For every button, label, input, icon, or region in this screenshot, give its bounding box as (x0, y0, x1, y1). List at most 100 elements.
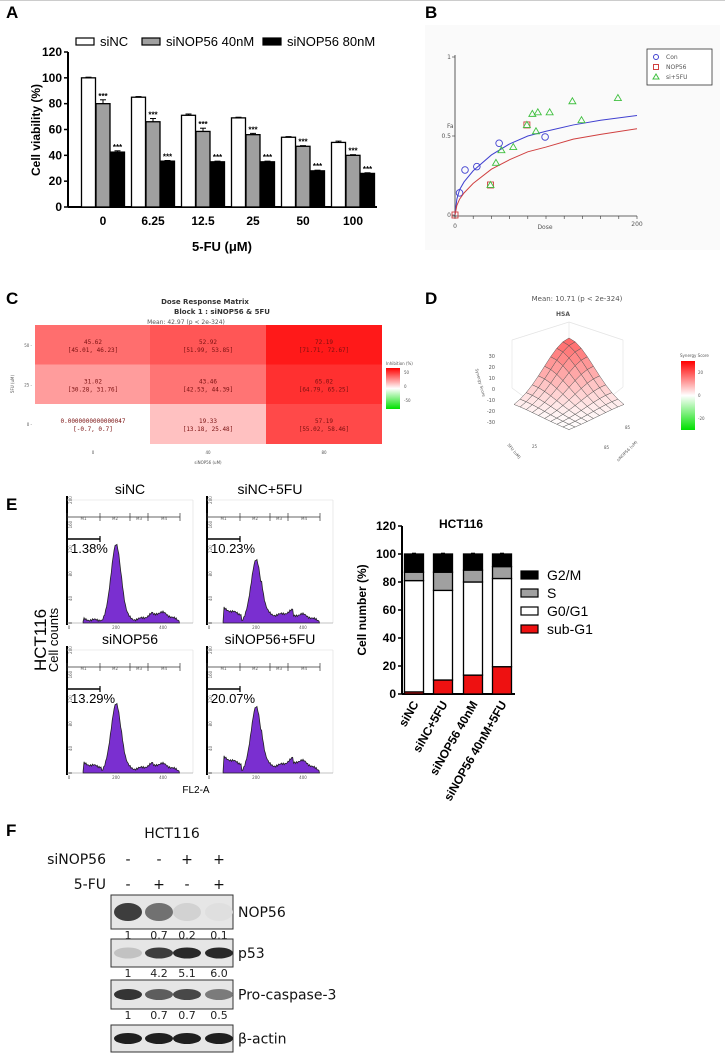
e-stacked-segment-g0-g1 (462, 581, 484, 676)
c-colorbar (386, 368, 400, 409)
d-z-tick-label: 10 (489, 376, 495, 382)
a-x-tick-label: 25 (246, 214, 260, 228)
b-legend-label: Con (666, 54, 678, 61)
a-y-tick-label: 100 (42, 71, 62, 85)
e-stacked-segment-g2-m (432, 553, 454, 573)
e-hist-y-tick: 160 (68, 670, 73, 678)
c-cell-value: 72.19 (315, 339, 333, 346)
a-bar-sinop56-80nm (159, 160, 176, 208)
e-hist-x-tick: 400 (299, 625, 307, 630)
d-z-axis-label: Synergy Score (474, 368, 486, 398)
a-bar-sinc (280, 136, 297, 208)
c-cell-value: 43.46 (199, 378, 217, 385)
e-hist-y-tick: 200 (208, 646, 213, 654)
a-x-tick-label: 6.25 (141, 214, 165, 228)
e-hist-x-tick: 200 (252, 775, 260, 780)
c-cell-ci: [13.18, 25.48] (183, 426, 234, 433)
c-heatmap-cell (150, 325, 266, 365)
e-hist-y-tick: 0 (68, 771, 73, 774)
a-y-tick-label: 20 (49, 174, 63, 188)
a-bar-sinop56-40nm (145, 121, 161, 208)
f-quantification-value: 1 (125, 967, 132, 980)
c-cell-value: 52.92 (199, 339, 217, 346)
c-cell-ci: [42.53, 44.39] (183, 386, 234, 393)
e-stacked-legend-swatch (520, 588, 539, 598)
a-bar-sinop56-40nm (295, 145, 311, 208)
panel-label-f: F (6, 821, 16, 840)
e-x-axis-label: FL2-A (182, 785, 210, 796)
e-hist-y-tick: 40 (68, 745, 73, 751)
e-gate-label: M4 (161, 666, 167, 671)
e-hist-title: siNOP56 (102, 631, 158, 647)
d-z-tick-label: 20 (489, 365, 495, 371)
f-blot-band (145, 903, 173, 921)
d-z-tick-label: 0 (492, 387, 495, 393)
f-blot-band (114, 903, 142, 921)
a-bar-sinop56-80nm (359, 172, 376, 208)
e-stacked-y-tick-label: 100 (376, 547, 396, 561)
e-stacked-y-tick-label: 20 (383, 659, 397, 673)
c-x-axis-label: siNOP56 (uM) (194, 460, 222, 465)
e-gate-label: M3 (136, 516, 142, 521)
a-y-tick-label: 80 (49, 97, 63, 111)
b-point-con (473, 162, 481, 171)
a-significance-label: *** (363, 165, 373, 174)
f-quantification-value: 0.5 (210, 1009, 228, 1022)
a-legend-swatch (262, 37, 282, 46)
b-legend-label: NOP56 (666, 64, 687, 71)
c-heatmap-cell (150, 364, 266, 405)
b-y-axis-label: Fa (447, 123, 454, 130)
e-hist-y-tick: 200 (68, 496, 73, 504)
b-legend-label: si+5FU (666, 74, 687, 81)
e-stacked-segment-s (462, 569, 484, 583)
a-significance-label: *** (148, 111, 158, 120)
e-stacked-segment-sub-g1 (462, 674, 484, 695)
f-blot-band (173, 989, 201, 1000)
e-gate-label: M1 (81, 516, 87, 521)
a-significance-label: *** (163, 153, 173, 162)
e-hist-y-tick: 120 (208, 695, 213, 703)
e-gate-label: M1 (221, 516, 227, 521)
c-heatmap-cell (266, 325, 382, 365)
b-point-si-5fu (531, 126, 541, 135)
a-legend-label: siNOP56 40nM (166, 34, 254, 49)
f-blot-label: Pro-caspase-3 (238, 988, 336, 1004)
c-x-tick-label: 0 (92, 450, 95, 455)
e-stacked-segment-s (432, 571, 454, 592)
c-cell-ci: [64.79, 65.25] (299, 386, 350, 393)
f-quantification-value: 4.2 (150, 967, 168, 980)
b-point-con (495, 139, 503, 148)
b-point-si-5fu (522, 120, 532, 128)
e-hist-y-tick: 160 (208, 670, 213, 678)
f-quantification-value: 0.7 (150, 1009, 168, 1022)
a-y-tick-label: 120 (42, 45, 62, 59)
b-point-si-5fu (568, 96, 577, 105)
panel-d-synergy-surface: HSA Mean: 10.71 (p < 2e-324) Synergy Sco… (474, 295, 709, 462)
e-hist-y-tick: 120 (68, 695, 73, 703)
c-heatmap-cell (35, 404, 151, 444)
e-stacked-segment-sub-g1 (432, 679, 454, 695)
f-condition-sign: - (184, 877, 189, 893)
b-point-si-5fu (491, 158, 501, 166)
c-colorbar-tick: 50 (404, 370, 410, 375)
d-y-tick-2: 85 (625, 425, 631, 430)
a-bar-sinc (330, 141, 347, 208)
b-x-tick-label: 0 (453, 223, 457, 230)
e-gate-label: M3 (276, 666, 282, 671)
f-blot-band (145, 1033, 173, 1044)
c-cell-ci: [30.28, 31.76] (68, 386, 119, 393)
d-x-axis-label: 5FU (uM) (506, 442, 522, 459)
c-cell-value: 19.33 (199, 418, 217, 425)
f-blot-band (173, 947, 201, 959)
e-hist-y-tick: 160 (208, 520, 213, 528)
b-point-si-5fu (528, 109, 537, 117)
a-bar-sinop56-80nm (209, 161, 226, 208)
b-fit-line-con (454, 114, 638, 216)
d-title: HSA (556, 311, 570, 318)
panel-label-d: D (425, 289, 437, 308)
panel-b-scatter-chart: Fa Dose 0 0.5 1 0 200 Con NOP56 si+5FU (425, 25, 720, 250)
e-hist-y-tick: 40 (208, 595, 213, 601)
e-hist-y-tick: 160 (68, 520, 73, 528)
e-stacked-segment-g0-g1 (491, 577, 513, 668)
e-hist-y-tick: 40 (68, 595, 73, 601)
